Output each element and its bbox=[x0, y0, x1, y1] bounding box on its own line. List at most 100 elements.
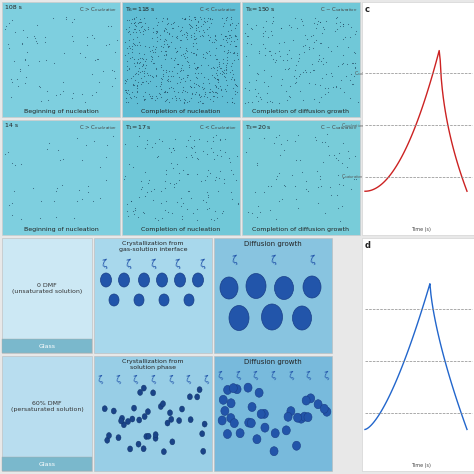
Point bbox=[155, 136, 163, 143]
Point bbox=[195, 27, 203, 35]
Point bbox=[200, 50, 207, 58]
Ellipse shape bbox=[233, 385, 241, 394]
Point bbox=[125, 16, 133, 23]
Ellipse shape bbox=[184, 294, 194, 306]
Point bbox=[316, 18, 324, 26]
Point bbox=[222, 63, 230, 71]
Point bbox=[230, 76, 238, 83]
Text: ζ: ζ bbox=[100, 258, 108, 270]
Point bbox=[270, 55, 277, 63]
Point bbox=[309, 31, 316, 38]
Point bbox=[134, 143, 141, 150]
Point bbox=[220, 73, 228, 80]
Point bbox=[183, 170, 191, 178]
Text: ζ: ζ bbox=[149, 258, 157, 270]
Point bbox=[220, 69, 228, 76]
Ellipse shape bbox=[141, 385, 146, 391]
Point bbox=[308, 60, 315, 67]
Point bbox=[233, 82, 241, 89]
Point bbox=[169, 94, 176, 101]
Point bbox=[315, 98, 323, 106]
Point bbox=[144, 72, 151, 79]
Point bbox=[59, 78, 66, 85]
Point bbox=[196, 93, 203, 100]
Point bbox=[125, 36, 132, 44]
Point bbox=[162, 68, 170, 75]
Point bbox=[192, 89, 200, 96]
Point bbox=[156, 35, 164, 43]
Point bbox=[192, 73, 200, 81]
Point bbox=[130, 15, 138, 23]
Point bbox=[183, 72, 191, 79]
Point bbox=[287, 93, 294, 101]
Point bbox=[197, 92, 204, 100]
Point bbox=[152, 82, 160, 90]
Point bbox=[78, 195, 85, 203]
Ellipse shape bbox=[246, 273, 266, 299]
Point bbox=[220, 207, 228, 215]
Point bbox=[173, 69, 181, 77]
Point bbox=[153, 33, 160, 41]
Point bbox=[146, 47, 154, 55]
Ellipse shape bbox=[146, 409, 150, 415]
Point bbox=[164, 43, 172, 51]
Point bbox=[130, 210, 138, 218]
Point bbox=[161, 24, 168, 32]
Point bbox=[176, 27, 184, 35]
Point bbox=[227, 15, 235, 23]
Point bbox=[49, 14, 57, 22]
Point bbox=[131, 21, 138, 29]
Point bbox=[220, 42, 228, 50]
Point bbox=[294, 205, 301, 212]
Point bbox=[338, 202, 346, 210]
Point bbox=[122, 98, 129, 105]
Point bbox=[339, 59, 347, 67]
Point bbox=[313, 20, 320, 28]
Point bbox=[187, 22, 195, 30]
Point bbox=[174, 60, 182, 68]
Point bbox=[317, 39, 325, 46]
Point bbox=[227, 75, 235, 82]
Ellipse shape bbox=[223, 429, 231, 438]
Point bbox=[188, 144, 196, 152]
Point bbox=[194, 82, 201, 89]
Point bbox=[317, 93, 325, 100]
Point bbox=[241, 84, 248, 91]
Point bbox=[128, 49, 136, 56]
Point bbox=[233, 43, 240, 50]
Point bbox=[216, 69, 223, 77]
Point bbox=[343, 73, 350, 80]
Point bbox=[253, 160, 261, 167]
Point bbox=[97, 194, 104, 202]
Point bbox=[18, 40, 26, 48]
Point bbox=[245, 78, 253, 86]
Point bbox=[287, 24, 295, 31]
Point bbox=[210, 216, 218, 223]
Point bbox=[180, 30, 187, 37]
Point bbox=[70, 214, 78, 222]
Ellipse shape bbox=[130, 416, 135, 422]
Point bbox=[261, 66, 268, 74]
Point bbox=[354, 99, 362, 106]
Point bbox=[126, 30, 134, 38]
Ellipse shape bbox=[126, 419, 130, 425]
Point bbox=[31, 34, 39, 42]
Point bbox=[158, 214, 166, 222]
Point bbox=[225, 31, 233, 39]
Point bbox=[179, 23, 186, 31]
Point bbox=[228, 94, 236, 102]
Point bbox=[283, 137, 291, 144]
Point bbox=[296, 70, 303, 78]
Point bbox=[35, 82, 43, 90]
Point bbox=[297, 15, 304, 23]
Point bbox=[272, 215, 280, 222]
Point bbox=[163, 14, 171, 21]
Point bbox=[122, 88, 130, 95]
Point bbox=[189, 210, 197, 217]
Point bbox=[9, 17, 16, 24]
Point bbox=[200, 17, 208, 25]
Point bbox=[154, 153, 162, 160]
Point bbox=[132, 28, 139, 36]
Point bbox=[317, 173, 324, 180]
Ellipse shape bbox=[119, 415, 125, 421]
